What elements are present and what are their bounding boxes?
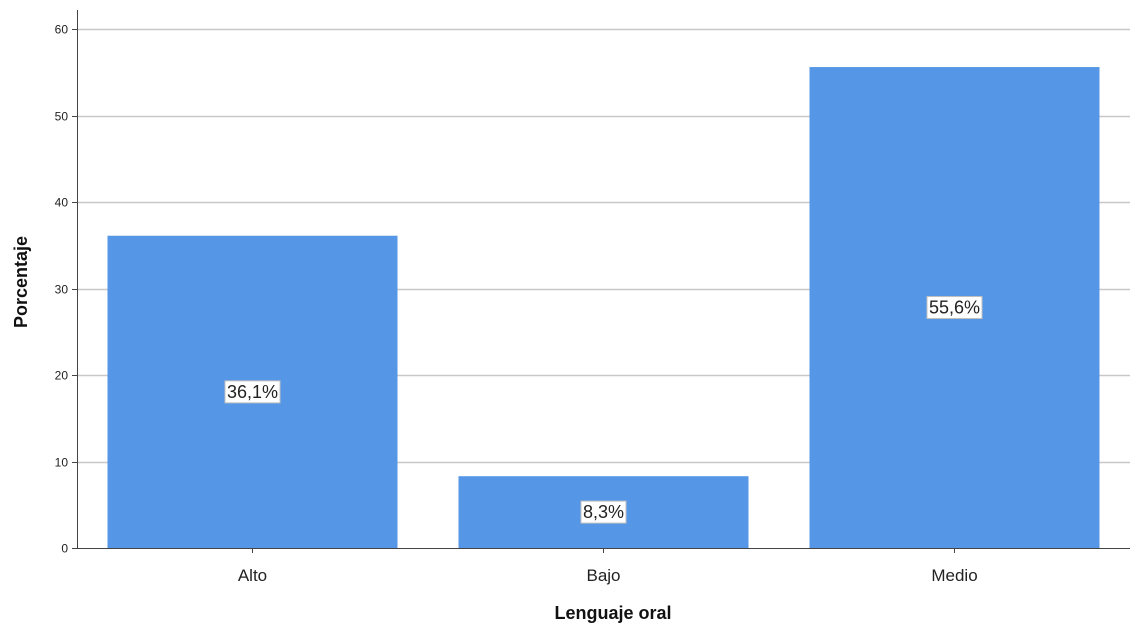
data-label-text: 8,3% xyxy=(583,502,624,522)
y-tick-label: 50 xyxy=(55,110,69,124)
data-label-alto: 36,1% xyxy=(224,380,281,404)
y-tick-label: 20 xyxy=(55,369,69,383)
x-tick-label: Medio xyxy=(931,566,977,585)
data-label-text: 36,1% xyxy=(227,382,278,402)
data-label-text: 55,6% xyxy=(929,298,980,318)
data-label-box xyxy=(926,296,983,320)
y-tick-label: 60 xyxy=(55,23,69,37)
bar-data-labels: 36,1% 8,3% 55,6% xyxy=(224,296,983,524)
data-label-box xyxy=(580,500,627,524)
data-label-bajo: 8,3% xyxy=(580,500,627,524)
y-tick-label: 30 xyxy=(55,283,69,297)
x-tick-label: Alto xyxy=(238,566,267,585)
data-label-box xyxy=(224,380,281,404)
x-axis-title: Lenguaje oral xyxy=(554,603,671,623)
x-tick-label: Bajo xyxy=(586,566,620,585)
y-tick-label: 40 xyxy=(55,196,69,210)
y-axis-title: Porcentaje xyxy=(11,236,31,328)
x-axis-categories: Alto Bajo Medio xyxy=(238,548,978,585)
y-tick-label: 10 xyxy=(55,456,69,470)
y-tick-label: 0 xyxy=(61,542,68,556)
y-axis-ticks: 0 10 20 30 40 50 60 xyxy=(55,23,77,556)
data-label-medio: 55,6% xyxy=(926,296,983,320)
